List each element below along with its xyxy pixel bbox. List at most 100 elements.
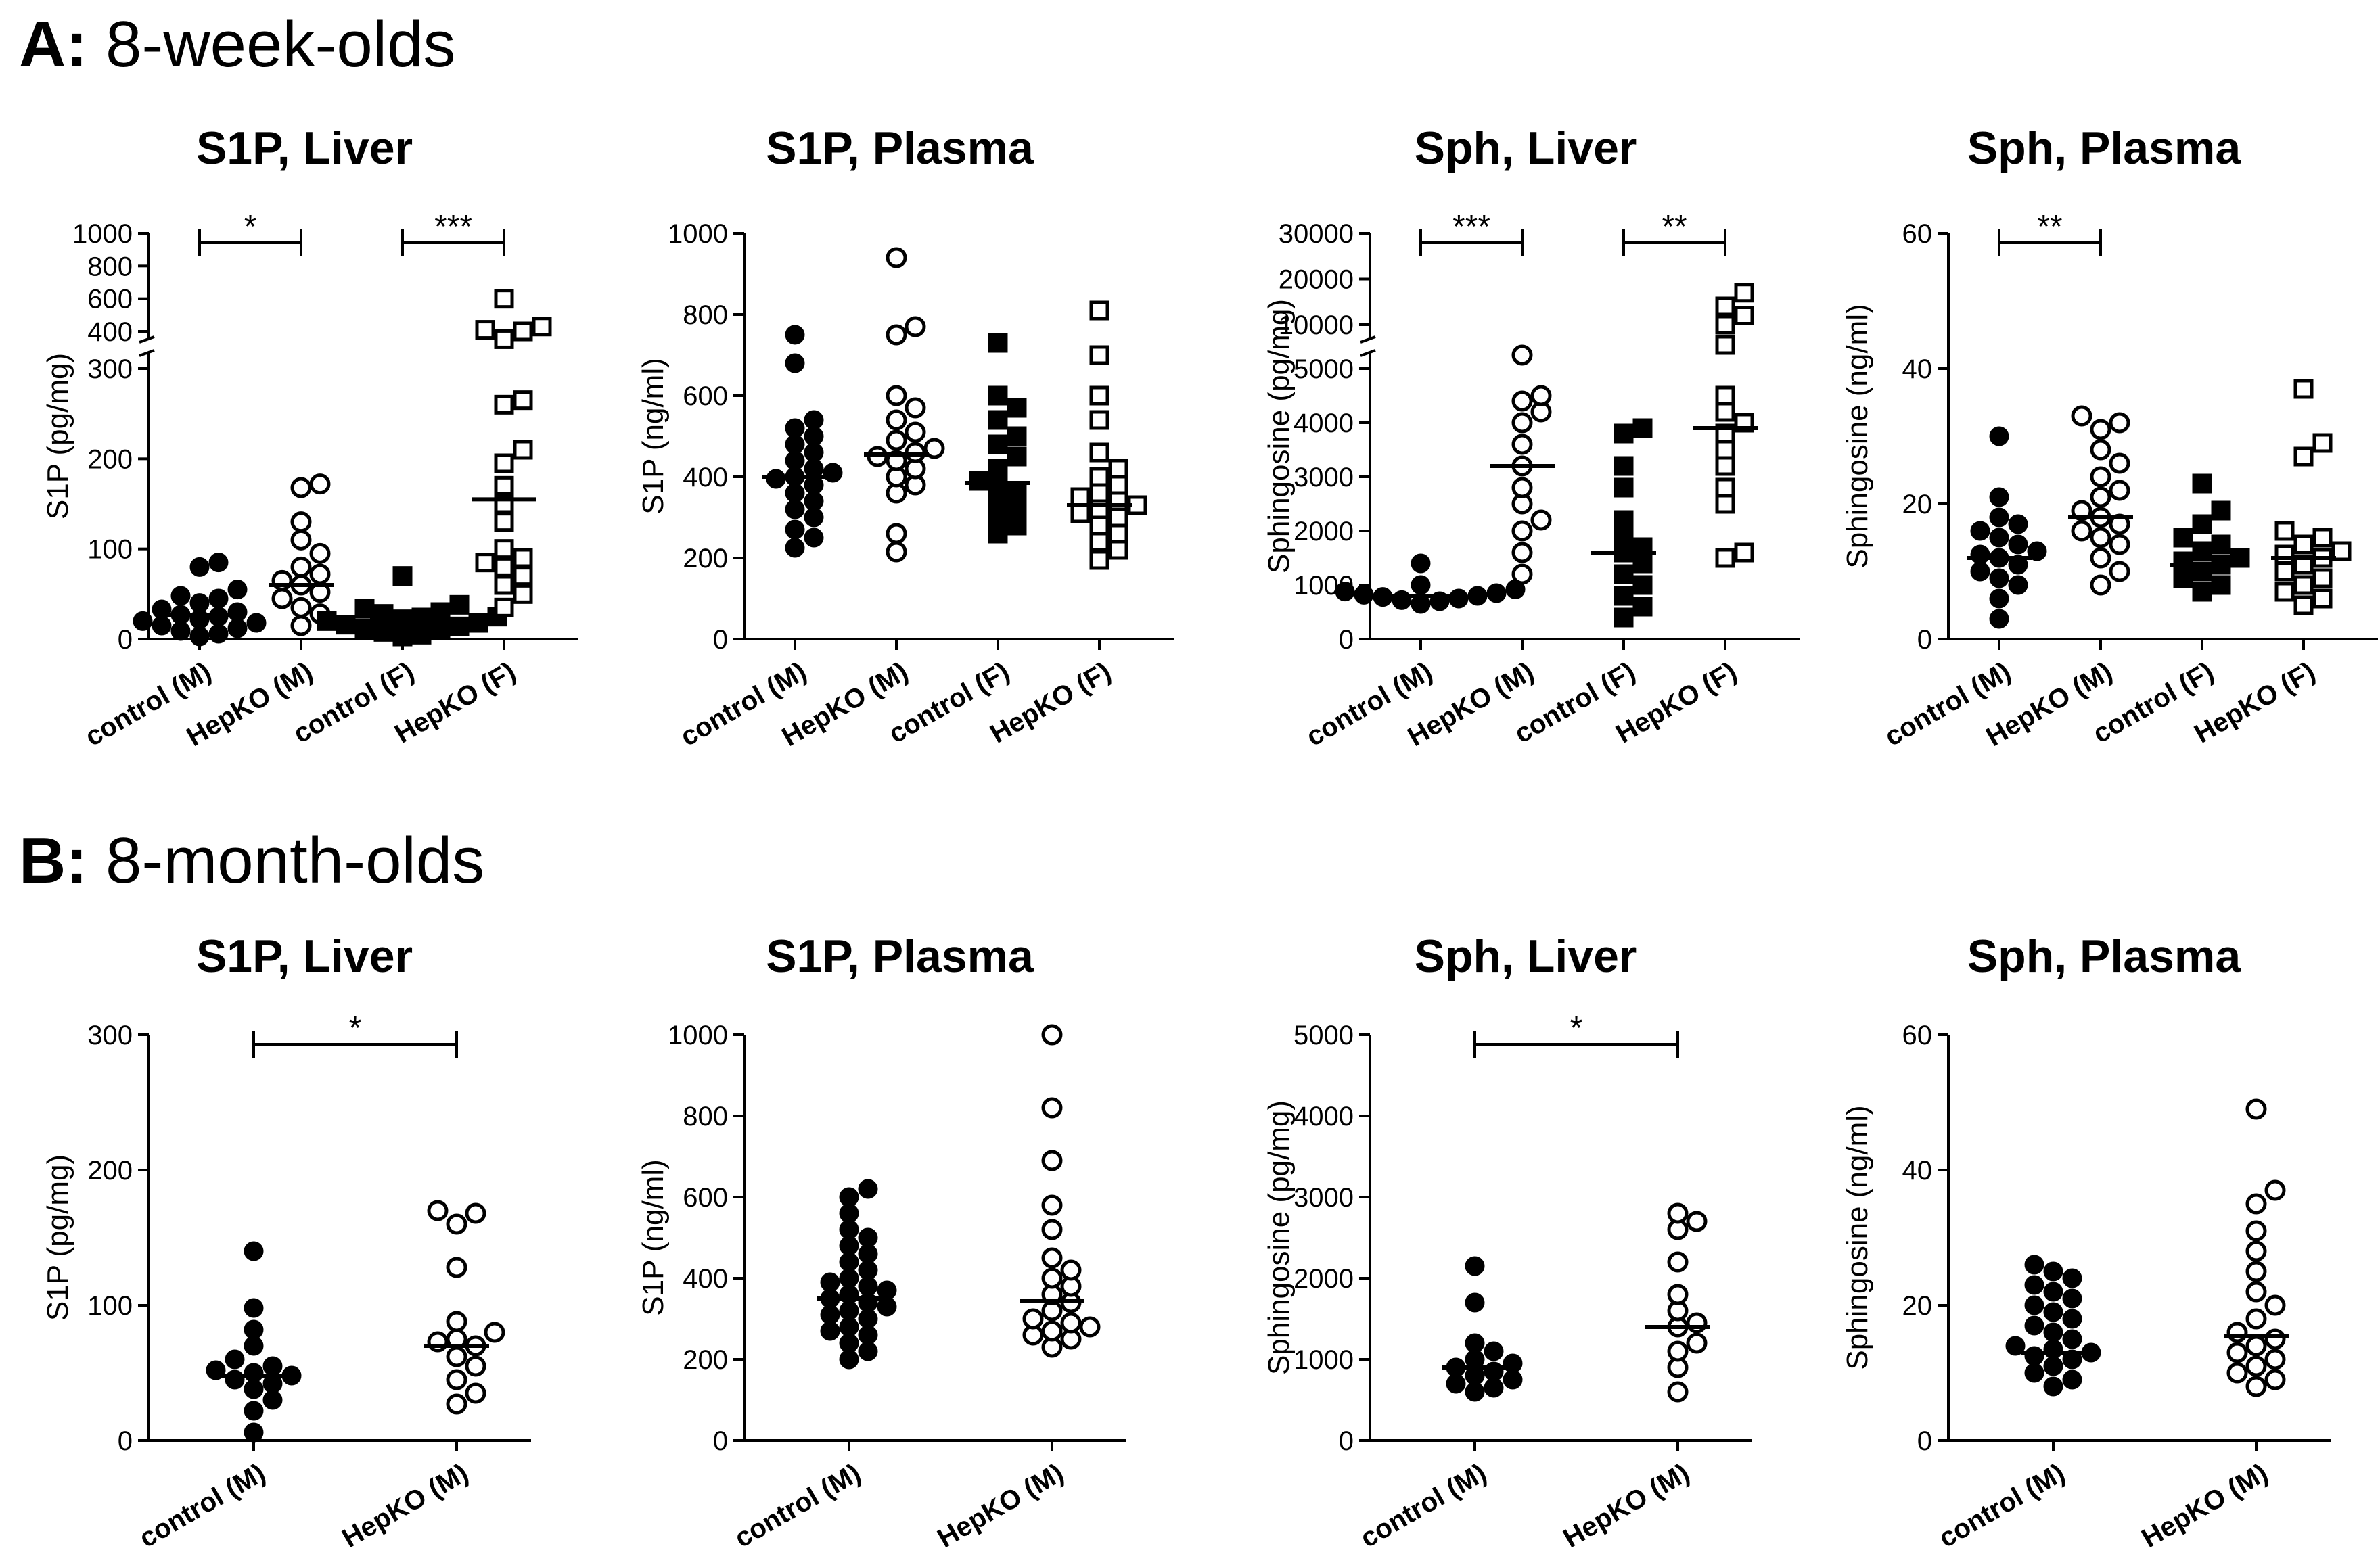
data-point xyxy=(494,453,514,473)
x-tick-label: HepKO (M) xyxy=(2137,1458,2273,1553)
data-point xyxy=(133,611,153,631)
data-point xyxy=(494,289,514,309)
data-point xyxy=(1007,398,1027,418)
data-point xyxy=(1667,1284,1689,1305)
y-tick-label: 400 xyxy=(683,1264,728,1294)
data-point xyxy=(988,434,1008,454)
data-point xyxy=(2245,1240,2267,1262)
data-point xyxy=(2245,1261,2267,1282)
data-point xyxy=(1989,426,2009,446)
data-point xyxy=(1715,335,1735,355)
section-label: 8-week-olds xyxy=(105,8,456,80)
data-point xyxy=(1108,475,1128,495)
data-point xyxy=(189,593,210,613)
data-point xyxy=(2043,1322,2063,1342)
significance-label: * xyxy=(1570,1010,1583,1046)
data-point xyxy=(446,1213,467,1235)
data-point xyxy=(2312,568,2333,588)
y-tick-label: 4000 xyxy=(1294,1102,1354,1131)
data-point xyxy=(1041,1320,1063,1342)
y-tick-label: 0 xyxy=(118,1426,133,1456)
data-point xyxy=(1715,456,1735,476)
y-tick-label: 30000 xyxy=(1279,219,1354,249)
y-tick-label: 0 xyxy=(118,625,133,655)
data-point xyxy=(336,615,356,635)
y-axis-label: Sphingosine (pg/mg) xyxy=(1262,299,1296,574)
data-point xyxy=(1007,426,1027,446)
data-point xyxy=(246,613,267,633)
data-point xyxy=(1511,390,1533,412)
data-point xyxy=(2192,582,2212,602)
data-point xyxy=(1667,1251,1689,1273)
data-point xyxy=(988,385,1008,406)
section-letter: A: xyxy=(19,8,88,80)
data-point xyxy=(1989,588,2009,609)
data-point xyxy=(1715,296,1735,317)
data-point xyxy=(1022,1308,1044,1330)
data-point xyxy=(1715,385,1735,406)
section-heading-a: A: 8-week-olds xyxy=(19,12,456,77)
data-point xyxy=(2230,548,2250,568)
axis-break-mark xyxy=(1360,349,1376,357)
data-point xyxy=(513,584,533,604)
data-point xyxy=(2312,433,2333,453)
data-point xyxy=(1060,1259,1082,1281)
data-point xyxy=(858,1227,878,1248)
data-point xyxy=(2043,1302,2063,1322)
data-point xyxy=(2109,452,2130,474)
section-letter: B: xyxy=(19,824,88,897)
data-point xyxy=(152,599,172,619)
section-label: 8-month-olds xyxy=(105,824,485,897)
y-tick-label: 40 xyxy=(1902,354,1933,384)
x-tick-label: HepKO (M) xyxy=(1559,1458,1695,1553)
data-point xyxy=(1484,1341,1504,1361)
data-point xyxy=(1041,1219,1063,1240)
data-point xyxy=(839,1333,859,1353)
data-point xyxy=(392,626,413,647)
data-point xyxy=(446,1346,467,1367)
data-point xyxy=(1686,1211,1708,1232)
data-point xyxy=(886,247,907,268)
data-point xyxy=(225,1370,245,1390)
data-point xyxy=(446,1393,467,1415)
data-point xyxy=(309,473,331,495)
data-point xyxy=(373,604,394,624)
data-point xyxy=(839,1187,859,1207)
data-point xyxy=(1989,609,2009,629)
data-point xyxy=(839,1301,859,1321)
y-axis-label: S1P (ng/ml) xyxy=(637,1159,670,1316)
data-point xyxy=(2312,588,2333,609)
data-point xyxy=(465,1202,486,1224)
data-point xyxy=(1041,1097,1063,1119)
y-tick-label: 2000 xyxy=(1294,1264,1354,1294)
data-point xyxy=(513,440,533,460)
data-point xyxy=(227,602,248,622)
data-point xyxy=(494,557,514,577)
data-point xyxy=(2090,527,2111,548)
data-point xyxy=(2062,1288,2082,1309)
data-point xyxy=(2008,534,2028,555)
data-point xyxy=(468,613,488,633)
data-point xyxy=(1734,306,1754,325)
y-tick-label: 0 xyxy=(1339,1426,1354,1456)
data-point xyxy=(905,316,926,337)
data-point xyxy=(2062,1329,2082,1349)
data-point xyxy=(1511,434,1533,455)
data-point xyxy=(820,1321,840,1341)
data-point xyxy=(1715,477,1735,498)
data-point xyxy=(2264,1328,2286,1350)
data-point xyxy=(1530,385,1552,406)
data-point xyxy=(244,1379,264,1399)
y-tick-label: 1000 xyxy=(668,219,728,249)
data-point xyxy=(1632,418,1653,438)
y-tick-label: 100 xyxy=(87,1291,133,1321)
data-point xyxy=(839,1203,859,1223)
data-point xyxy=(2024,1295,2044,1315)
data-point xyxy=(858,1260,878,1280)
data-point xyxy=(1632,553,1653,574)
data-point xyxy=(2090,466,2111,488)
data-point xyxy=(494,329,514,349)
data-point xyxy=(1089,300,1109,321)
